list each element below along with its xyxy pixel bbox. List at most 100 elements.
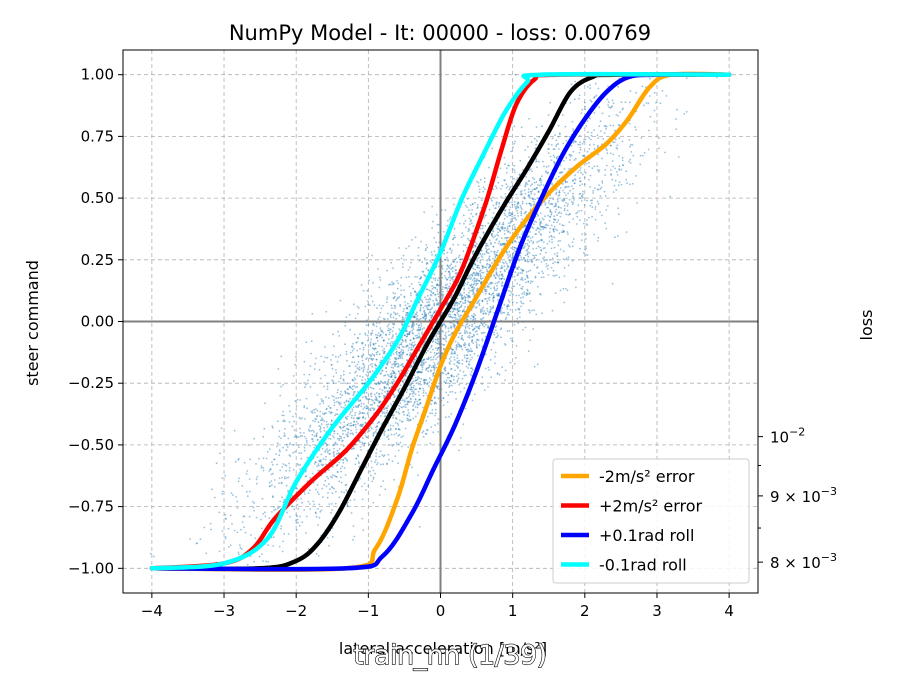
scatter-point <box>504 227 507 229</box>
scatter-point <box>531 197 534 200</box>
scatter-point <box>551 203 554 206</box>
scatter-point <box>346 359 348 362</box>
scatter-point <box>523 212 526 215</box>
scatter-point <box>348 365 351 367</box>
scatter-point <box>556 157 558 160</box>
scatter-point <box>505 187 508 189</box>
scatter-point <box>434 364 436 367</box>
scatter-point <box>470 286 473 289</box>
scatter-point <box>532 257 535 260</box>
scatter-point <box>563 168 566 170</box>
scatter-point <box>573 140 575 142</box>
scatter-point <box>589 204 592 207</box>
scatter-point <box>361 498 364 501</box>
scatter-point <box>471 274 474 277</box>
scatter-point <box>418 281 420 284</box>
scatter-point <box>554 134 556 137</box>
scatter-point <box>558 276 561 279</box>
scatter-point <box>409 366 412 369</box>
scatter-point <box>504 214 507 217</box>
scatter-point <box>503 303 506 306</box>
scatter-point <box>609 124 612 127</box>
scatter-point <box>490 234 493 237</box>
scatter-point <box>444 369 446 371</box>
scatter-point <box>418 387 421 390</box>
scatter-point <box>483 322 486 324</box>
scatter-point <box>369 408 371 411</box>
scatter-point <box>261 553 263 556</box>
scatter-point <box>426 428 428 431</box>
scatter-point <box>481 323 484 325</box>
scatter-point <box>309 444 311 447</box>
scatter-point <box>355 406 358 408</box>
scatter-point <box>489 310 492 313</box>
scatter-point <box>502 243 504 245</box>
scatter-point <box>611 99 614 102</box>
scatter-point <box>591 206 594 209</box>
scatter-point <box>553 160 555 163</box>
scatter-point <box>441 323 444 326</box>
scatter-point <box>513 142 516 145</box>
scatter-point <box>315 435 318 437</box>
scatter-point <box>381 454 384 456</box>
scatter-point <box>383 387 386 390</box>
scatter-point <box>323 412 326 415</box>
scatter-point <box>386 269 388 272</box>
scatter-point <box>412 322 415 324</box>
scatter-point <box>269 468 272 471</box>
scatter-point <box>604 222 607 225</box>
scatter-point <box>338 461 341 464</box>
scatter-point <box>331 503 333 505</box>
scatter-point <box>492 230 495 233</box>
scatter-point <box>496 372 499 375</box>
scatter-point <box>536 187 538 189</box>
scatter-point <box>409 292 412 295</box>
scatter-point <box>383 352 386 355</box>
scatter-point <box>415 313 417 316</box>
scatter-point <box>352 525 355 527</box>
scatter-point <box>394 313 397 316</box>
scatter-point <box>348 313 351 316</box>
scatter-point <box>514 247 517 249</box>
scatter-point <box>295 529 298 531</box>
scatter-point <box>445 303 448 306</box>
scatter-point <box>589 138 592 141</box>
scatter-point <box>271 463 274 466</box>
scatter-point <box>593 129 595 132</box>
scatter-point <box>567 192 569 195</box>
scatter-point <box>414 393 417 396</box>
scatter-point <box>527 239 529 242</box>
scatter-point <box>562 229 564 232</box>
scatter-point <box>481 267 484 270</box>
scatter-point <box>528 117 530 120</box>
scatter-point <box>339 396 342 399</box>
scatter-point <box>409 339 412 341</box>
scatter-point <box>491 292 494 295</box>
scatter-point <box>471 251 474 254</box>
scatter-point <box>451 374 453 377</box>
scatter-point <box>339 403 341 406</box>
scatter-point <box>508 259 511 262</box>
scatter-point <box>464 332 466 335</box>
scatter-point <box>468 344 471 347</box>
scatter-point <box>480 224 483 227</box>
scatter-point <box>569 101 572 104</box>
scatter-point <box>393 297 395 299</box>
scatter-point <box>409 339 412 342</box>
scatter-point <box>675 118 677 120</box>
scatter-point <box>530 204 533 206</box>
scatter-point <box>541 257 544 260</box>
scatter-point <box>591 215 593 218</box>
scatter-point <box>535 229 538 232</box>
scatter-point <box>605 127 607 130</box>
scatter-point <box>378 395 380 398</box>
scatter-point <box>643 151 646 154</box>
scatter-point <box>383 386 386 389</box>
scatter-point <box>280 385 282 388</box>
scatter-point <box>551 137 554 140</box>
scatter-point <box>563 230 566 233</box>
scatter-point <box>431 281 433 284</box>
scatter-point <box>406 306 408 309</box>
scatter-point <box>378 401 381 404</box>
scatter-point <box>435 366 438 369</box>
